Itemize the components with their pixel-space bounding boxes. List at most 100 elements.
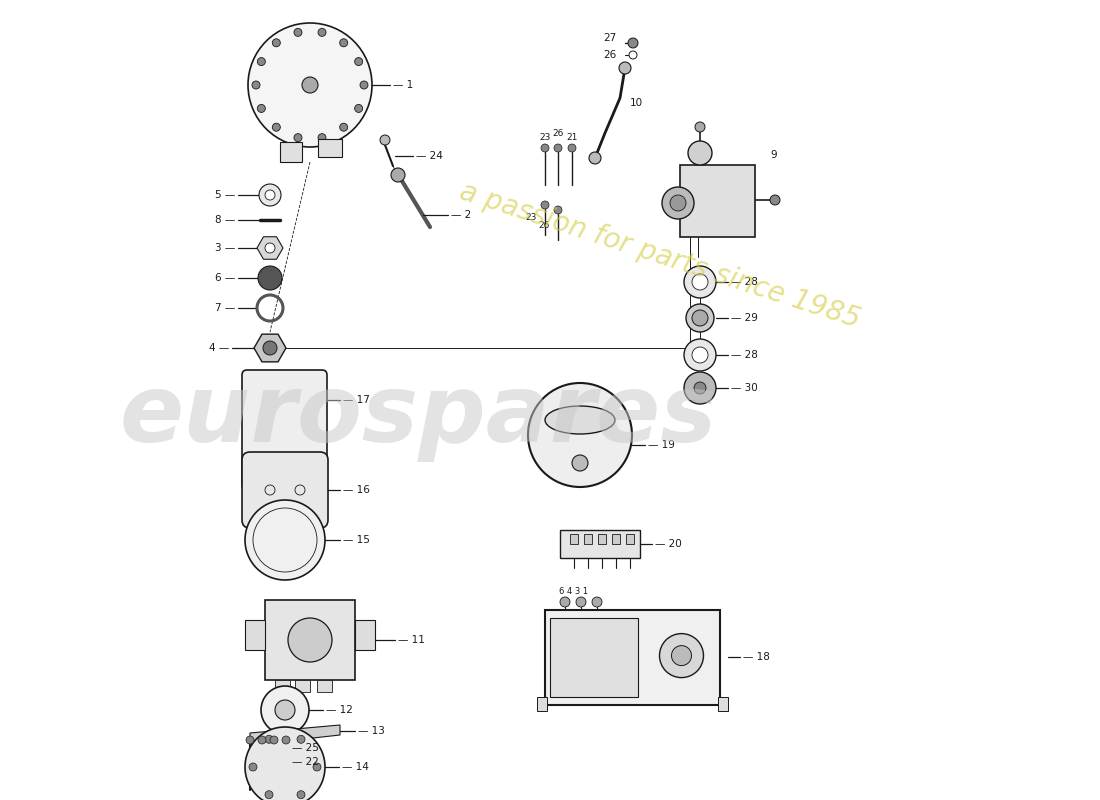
FancyBboxPatch shape xyxy=(242,452,328,528)
Circle shape xyxy=(258,266,282,290)
Circle shape xyxy=(294,134,302,142)
Circle shape xyxy=(695,122,705,132)
Circle shape xyxy=(257,105,265,113)
Circle shape xyxy=(528,383,632,487)
Text: — 11: — 11 xyxy=(398,635,425,645)
Circle shape xyxy=(318,134,326,142)
Text: 6 4 3 1: 6 4 3 1 xyxy=(559,587,588,597)
Circle shape xyxy=(257,58,265,66)
Bar xyxy=(275,680,290,692)
Circle shape xyxy=(265,243,275,253)
Circle shape xyxy=(252,81,260,89)
Text: 8 —: 8 — xyxy=(214,215,235,225)
Circle shape xyxy=(670,195,686,211)
Circle shape xyxy=(258,736,266,744)
Bar xyxy=(318,139,342,157)
Circle shape xyxy=(297,735,305,743)
Polygon shape xyxy=(250,725,340,745)
Circle shape xyxy=(554,206,562,214)
Text: — 13: — 13 xyxy=(358,726,385,736)
Circle shape xyxy=(248,23,372,147)
Circle shape xyxy=(684,266,716,298)
Circle shape xyxy=(246,736,254,744)
Circle shape xyxy=(265,790,273,798)
Circle shape xyxy=(265,735,273,743)
Bar xyxy=(295,680,310,692)
Ellipse shape xyxy=(544,406,615,434)
Text: — 16: — 16 xyxy=(343,485,370,495)
Circle shape xyxy=(692,347,708,363)
Bar xyxy=(544,610,720,705)
Circle shape xyxy=(684,372,716,404)
Circle shape xyxy=(249,763,257,771)
FancyBboxPatch shape xyxy=(242,370,327,490)
Circle shape xyxy=(245,727,324,800)
Bar xyxy=(550,618,638,697)
Circle shape xyxy=(662,187,694,219)
Circle shape xyxy=(294,28,302,36)
Text: 26: 26 xyxy=(604,50,617,60)
Text: 23: 23 xyxy=(526,214,537,222)
Text: eurospares: eurospares xyxy=(119,370,717,462)
Circle shape xyxy=(245,500,324,580)
Circle shape xyxy=(770,195,780,205)
Polygon shape xyxy=(254,334,286,362)
Circle shape xyxy=(560,597,570,607)
Circle shape xyxy=(592,597,602,607)
Text: 6 —: 6 — xyxy=(214,273,235,283)
Circle shape xyxy=(619,62,631,74)
Text: — 14: — 14 xyxy=(342,762,369,772)
Circle shape xyxy=(628,38,638,48)
Circle shape xyxy=(588,152,601,164)
Circle shape xyxy=(261,686,309,734)
Text: 7 —: 7 — xyxy=(214,303,235,313)
Text: — 17: — 17 xyxy=(343,395,370,405)
Circle shape xyxy=(340,123,348,131)
Polygon shape xyxy=(257,237,283,259)
Circle shape xyxy=(288,618,332,662)
Circle shape xyxy=(660,634,704,678)
Circle shape xyxy=(354,105,363,113)
Circle shape xyxy=(265,190,275,200)
Text: 26: 26 xyxy=(539,221,550,230)
Bar xyxy=(560,530,640,558)
Text: 3 —: 3 — xyxy=(214,243,235,253)
Circle shape xyxy=(692,274,708,290)
Circle shape xyxy=(302,77,318,93)
Circle shape xyxy=(554,144,562,152)
Circle shape xyxy=(684,339,716,371)
Bar xyxy=(718,697,728,711)
Bar xyxy=(680,165,755,237)
Text: 26: 26 xyxy=(552,129,563,138)
Text: 27: 27 xyxy=(604,33,617,43)
Bar xyxy=(612,534,620,544)
Text: — 1: — 1 xyxy=(393,80,414,90)
Text: 4 —: 4 — xyxy=(209,343,229,353)
Bar xyxy=(570,534,578,544)
Bar xyxy=(355,620,375,650)
Circle shape xyxy=(297,790,305,798)
Text: — 20: — 20 xyxy=(654,539,682,549)
Text: — 19: — 19 xyxy=(648,440,675,450)
Bar xyxy=(317,680,332,692)
Text: 5 —: 5 — xyxy=(214,190,235,200)
Text: — 24: — 24 xyxy=(416,151,443,161)
Circle shape xyxy=(541,201,549,209)
Circle shape xyxy=(692,310,708,326)
Circle shape xyxy=(360,81,368,89)
Circle shape xyxy=(688,141,712,165)
Circle shape xyxy=(686,304,714,332)
Text: a passion for parts since 1985: a passion for parts since 1985 xyxy=(456,178,864,334)
Text: — 12: — 12 xyxy=(326,705,353,715)
Circle shape xyxy=(354,58,363,66)
Circle shape xyxy=(282,736,290,744)
Text: 9: 9 xyxy=(770,150,777,160)
Bar xyxy=(584,534,592,544)
Text: — 25: — 25 xyxy=(292,743,319,753)
Circle shape xyxy=(263,341,277,355)
Text: 10: 10 xyxy=(630,98,644,108)
Circle shape xyxy=(379,135,390,145)
Circle shape xyxy=(270,736,278,744)
Text: — 28: — 28 xyxy=(732,350,758,360)
Circle shape xyxy=(694,382,706,394)
